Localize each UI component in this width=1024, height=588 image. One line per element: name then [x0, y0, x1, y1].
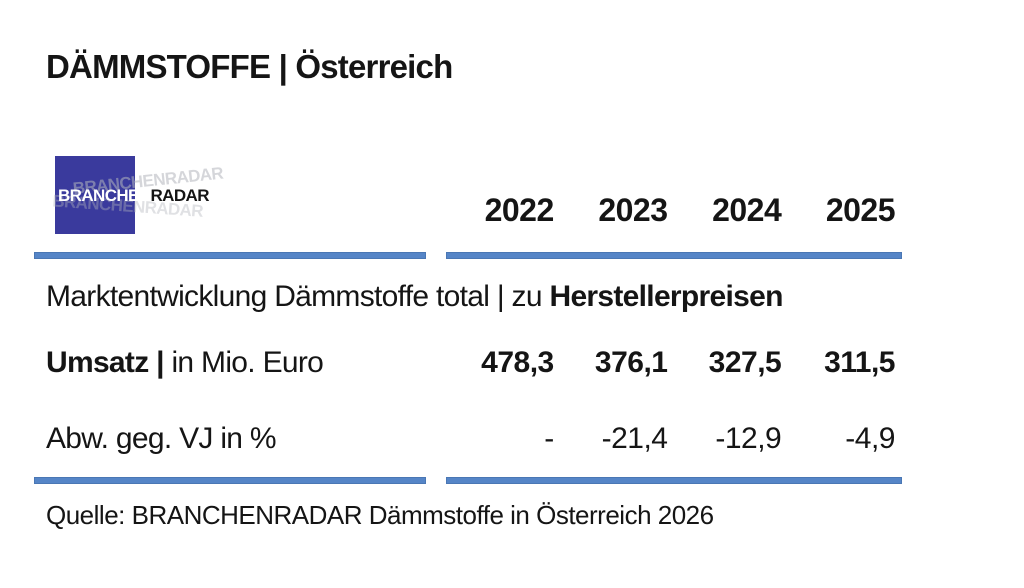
row-values-umsatz: 478,3 376,1 327,5 311,5: [440, 346, 895, 380]
year-header-2024: 2024: [712, 192, 782, 228]
branchenradar-logo: BRANCHENRADAR BRANCHENRADAR BRANCHENRADA…: [52, 156, 275, 236]
table-cell: 478,3: [481, 346, 554, 379]
row-label-abweichung: Abw. geg. VJ in %: [46, 422, 277, 455]
row-values-abweichung: - -21,4 -12,9 -4,9: [440, 422, 895, 456]
row-label-umsatz: Umsatz | in Mio. Euro: [46, 346, 324, 379]
divider-bar-top-right: [446, 252, 902, 259]
table-cell: -12,9: [715, 422, 782, 455]
year-header-row: 2022 2023 2024 2025: [440, 192, 896, 229]
section-heading-prefix: Marktentwicklung Dämmstoffe total | zu: [46, 280, 550, 313]
year-header-2025: 2025: [825, 192, 896, 228]
section-heading-bold: Herstellerpreisen: [549, 280, 783, 313]
divider-bar-bottom-left: [34, 477, 426, 484]
source-note: Quelle: BRANCHENRADAR Dämmstoffe in Öste…: [46, 500, 714, 530]
table-cell: 311,5: [824, 346, 895, 379]
table-cell: -: [544, 422, 554, 455]
table-cell: 376,1: [594, 346, 668, 379]
logo-text-radar: RADAR: [150, 186, 209, 205]
table-cell: -21,4: [601, 422, 668, 455]
divider-bar-bottom-right: [446, 477, 902, 484]
logo-square: [55, 156, 135, 234]
table-cell: -4,9: [845, 422, 895, 455]
year-header-2023: 2023: [598, 192, 668, 228]
logo-wordmark: BRANCHENRADAR: [58, 186, 209, 206]
year-header-2022: 2022: [484, 192, 555, 228]
logo-text-branchen: BRANCHEN: [58, 186, 151, 205]
table-cell: 327,5: [708, 346, 782, 379]
page-title: DÄMMSTOFFE | Österreich: [46, 48, 453, 85]
divider-bar-top-left: [34, 252, 426, 259]
section-heading: Marktentwicklung Dämmstoffe total | zu H…: [46, 280, 783, 314]
